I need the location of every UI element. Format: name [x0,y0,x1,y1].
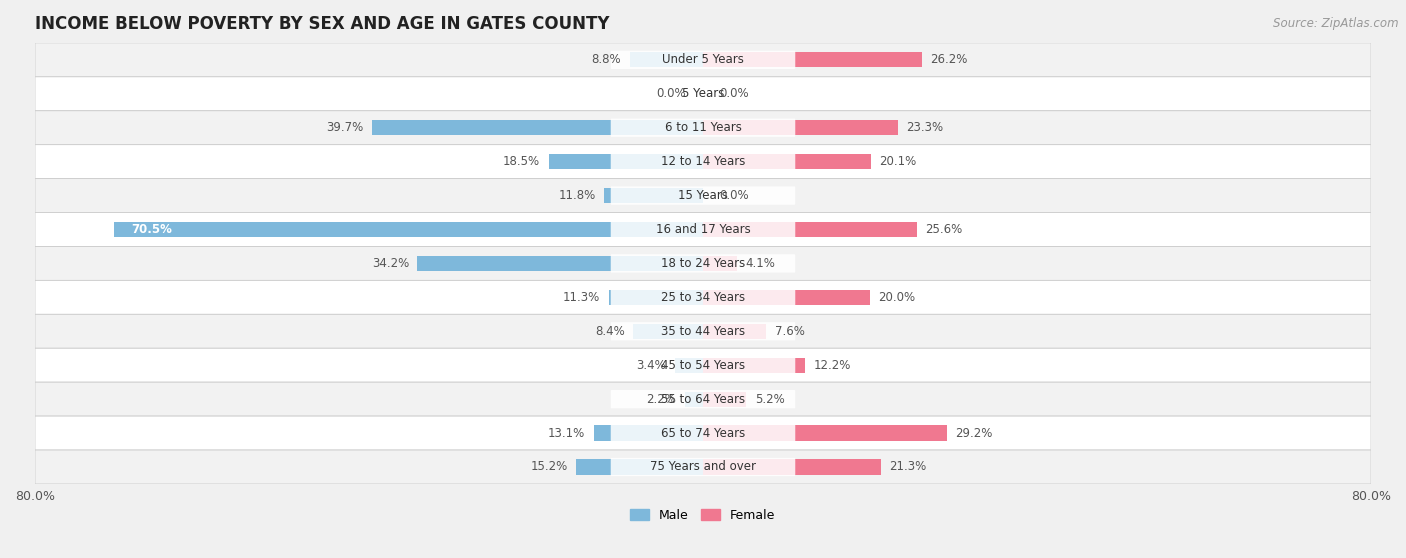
Bar [703,290,870,305]
Text: 35 to 44 Years: 35 to 44 Years [661,325,745,338]
Text: 3.4%: 3.4% [637,359,666,372]
FancyBboxPatch shape [35,179,1371,213]
FancyBboxPatch shape [35,145,1371,179]
Text: 45 to 54 Years: 45 to 54 Years [661,359,745,372]
FancyBboxPatch shape [610,152,796,171]
Bar [703,324,766,339]
Bar [371,120,703,136]
Bar [703,154,870,169]
Text: 75 Years and over: 75 Years and over [650,460,756,474]
Text: 11.3%: 11.3% [562,291,600,304]
Text: 21.3%: 21.3% [889,460,927,474]
FancyBboxPatch shape [35,314,1371,348]
Text: 8.4%: 8.4% [595,325,624,338]
Text: 0.0%: 0.0% [720,189,749,202]
Bar [703,425,946,441]
Text: 11.8%: 11.8% [558,189,596,202]
Text: 25 to 34 Years: 25 to 34 Years [661,291,745,304]
Text: 29.2%: 29.2% [955,426,993,440]
FancyBboxPatch shape [35,348,1371,382]
FancyBboxPatch shape [610,186,796,205]
Text: 4.1%: 4.1% [745,257,776,270]
Text: 12.2%: 12.2% [813,359,851,372]
FancyBboxPatch shape [35,77,1371,110]
Bar [548,154,703,169]
Text: 13.1%: 13.1% [548,426,585,440]
FancyBboxPatch shape [610,220,796,239]
Bar [630,52,703,68]
Bar [703,120,897,136]
Bar [703,459,880,475]
Text: 2.2%: 2.2% [647,393,676,406]
Bar [703,358,804,373]
Text: Source: ZipAtlas.com: Source: ZipAtlas.com [1274,17,1399,30]
Legend: Male, Female: Male, Female [630,509,776,522]
FancyBboxPatch shape [610,322,796,340]
Bar [418,256,703,271]
FancyBboxPatch shape [610,85,796,103]
Text: 8.8%: 8.8% [592,54,621,66]
Text: 26.2%: 26.2% [931,54,967,66]
FancyBboxPatch shape [610,424,796,442]
Bar [576,459,703,475]
FancyBboxPatch shape [610,51,796,69]
Bar [685,392,703,407]
FancyBboxPatch shape [610,288,796,306]
Text: 34.2%: 34.2% [371,257,409,270]
Bar [114,222,703,237]
Text: 65 to 74 Years: 65 to 74 Years [661,426,745,440]
FancyBboxPatch shape [610,458,796,476]
Text: 15.2%: 15.2% [530,460,568,474]
Text: 0.0%: 0.0% [657,87,686,100]
Bar [605,188,703,203]
Text: 23.3%: 23.3% [905,121,943,134]
Bar [703,392,747,407]
Text: 18.5%: 18.5% [503,155,540,168]
FancyBboxPatch shape [35,213,1371,247]
Text: 55 to 64 Years: 55 to 64 Years [661,393,745,406]
FancyBboxPatch shape [35,247,1371,280]
FancyBboxPatch shape [610,356,796,374]
Text: 20.1%: 20.1% [879,155,917,168]
FancyBboxPatch shape [35,450,1371,484]
FancyBboxPatch shape [35,110,1371,145]
Text: 16 and 17 Years: 16 and 17 Years [655,223,751,236]
FancyBboxPatch shape [610,118,796,137]
Text: 12 to 14 Years: 12 to 14 Years [661,155,745,168]
Text: 0.0%: 0.0% [720,87,749,100]
Text: 5.2%: 5.2% [755,393,785,406]
FancyBboxPatch shape [610,254,796,273]
Text: 39.7%: 39.7% [326,121,363,134]
Bar [703,52,922,68]
Bar [703,222,917,237]
FancyBboxPatch shape [610,390,796,408]
Bar [593,425,703,441]
Text: 70.5%: 70.5% [131,223,172,236]
Text: 6 to 11 Years: 6 to 11 Years [665,121,741,134]
Bar [703,256,737,271]
FancyBboxPatch shape [35,280,1371,314]
Text: INCOME BELOW POVERTY BY SEX AND AGE IN GATES COUNTY: INCOME BELOW POVERTY BY SEX AND AGE IN G… [35,15,609,33]
Text: 18 to 24 Years: 18 to 24 Years [661,257,745,270]
FancyBboxPatch shape [35,382,1371,416]
FancyBboxPatch shape [35,43,1371,77]
Bar [609,290,703,305]
Text: 7.6%: 7.6% [775,325,804,338]
Text: 5 Years: 5 Years [682,87,724,100]
Bar [675,358,703,373]
Text: 20.0%: 20.0% [879,291,915,304]
Text: 25.6%: 25.6% [925,223,962,236]
FancyBboxPatch shape [35,416,1371,450]
Text: Under 5 Years: Under 5 Years [662,54,744,66]
Bar [633,324,703,339]
Text: 15 Years: 15 Years [678,189,728,202]
